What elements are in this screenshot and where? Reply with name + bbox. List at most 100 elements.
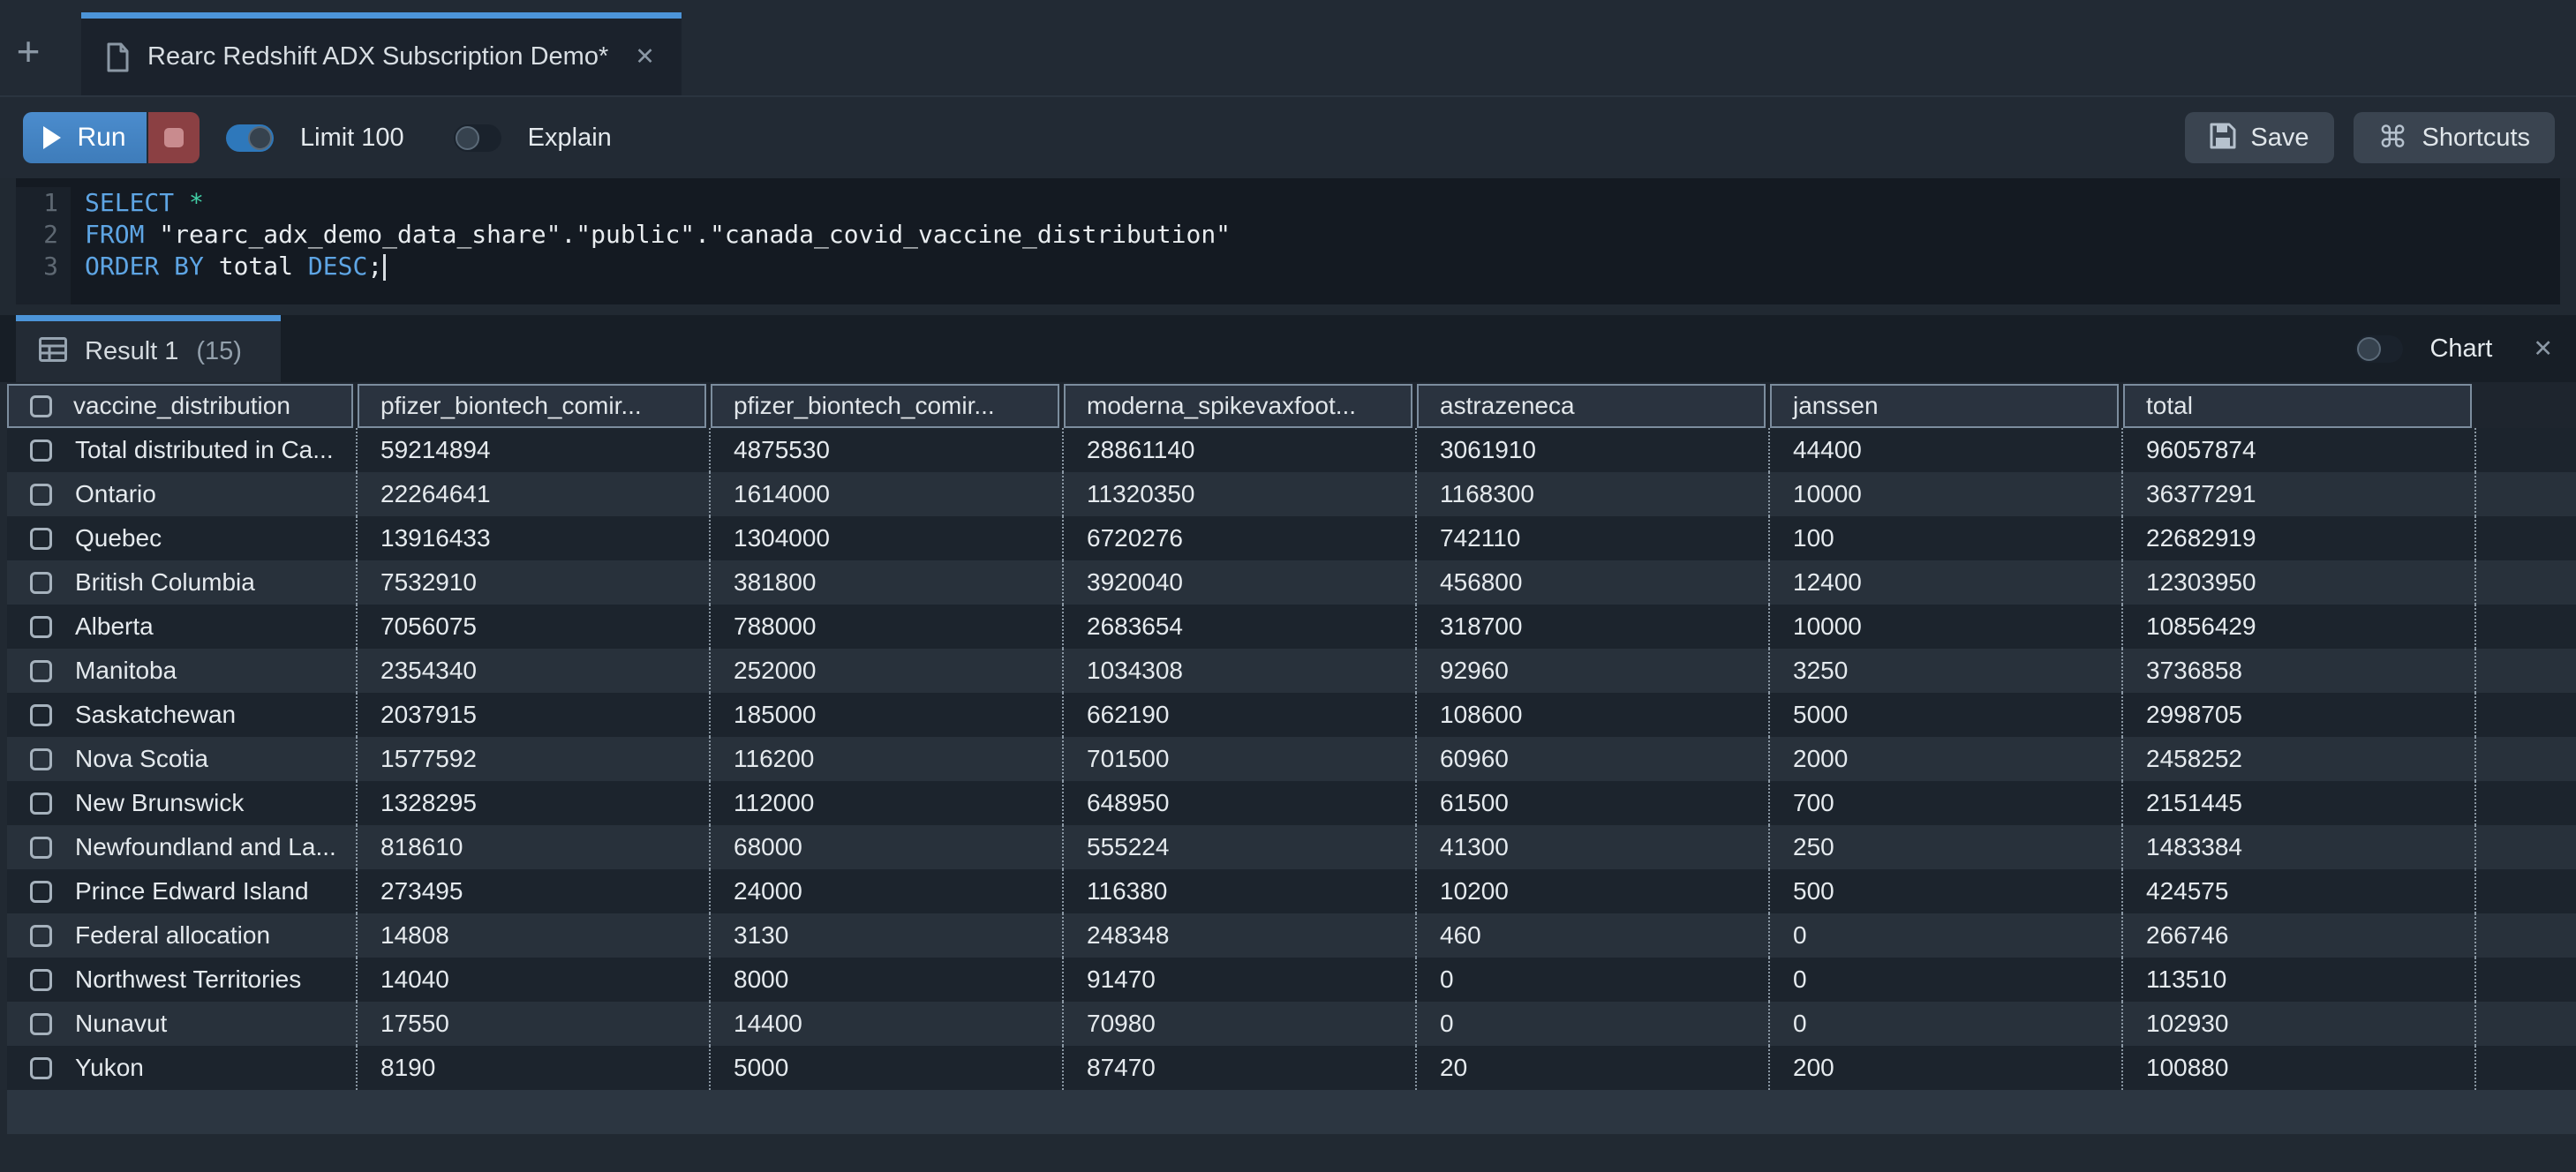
value-cell: 12400 (1770, 560, 2123, 605)
row-checkbox[interactable] (30, 748, 52, 770)
column-header: total (2123, 384, 2472, 428)
value-cell: 0 (1417, 1002, 1770, 1046)
value-cell: 116200 (711, 737, 1064, 781)
stop-button[interactable] (148, 112, 200, 163)
table-row[interactable]: Ontario 22264641 1614000 11320350 1168300 100… (7, 472, 2576, 516)
code-line[interactable]: SELECT * (85, 187, 1231, 219)
play-icon (43, 126, 62, 149)
value-cell: 2037915 (358, 693, 711, 737)
table-row[interactable]: Nunavut 17550 14400 70980 0 0 102930 (7, 1002, 2576, 1046)
tab-close-icon[interactable]: ✕ (635, 43, 655, 70)
row-checkbox[interactable] (30, 439, 52, 462)
value-cell: 2458252 (2123, 737, 2476, 781)
row-name: Saskatchewan (75, 701, 237, 728)
value-cell: 10000 (1770, 472, 2123, 516)
row-checkbox[interactable] (30, 880, 52, 903)
value-cell: 12303950 (2123, 560, 2476, 605)
explain-toggle[interactable] (453, 124, 501, 152)
code-segment-keyword: FROM (85, 220, 145, 249)
table-row[interactable]: Newfoundland and La... 818610 68000 555224 4… (7, 825, 2576, 869)
table-row[interactable]: British Columbia 7532910 381800 3920040 4568… (7, 560, 2576, 605)
value-cell: 3736858 (2123, 649, 2476, 693)
row-filler (2476, 693, 2576, 737)
value-cell: 318700 (1417, 605, 1770, 649)
value-cell: 3250 (1770, 649, 2123, 693)
row-name-cell: New Brunswick (7, 781, 358, 825)
row-name: Quebec (75, 524, 162, 552)
column-header-label: janssen (1793, 392, 1879, 419)
value-cell: 41300 (1417, 825, 1770, 869)
query-tab[interactable]: Rearc Redshift ADX Subscription Demo* ✕ (81, 12, 682, 95)
shortcuts-button[interactable]: ⌘ Shortcuts (2353, 112, 2555, 163)
row-name: New Brunswick (75, 789, 245, 816)
line-number-gutter: 1 2 3 (16, 187, 71, 304)
code-segment-plain: total (203, 252, 308, 281)
row-checkbox[interactable] (30, 1056, 52, 1079)
row-filler (2476, 1046, 2576, 1090)
code-line[interactable]: ORDER BY total DESC; (85, 251, 1231, 282)
value-cell: 0 (1417, 958, 1770, 1002)
row-checkbox[interactable] (30, 703, 52, 726)
value-cell: 1483384 (2123, 825, 2476, 869)
table-row[interactable]: Nova Scotia 1577592 116200 701500 60960 2000 2… (7, 737, 2576, 781)
save-button[interactable]: Save (2185, 112, 2334, 163)
value-cell: 112000 (711, 781, 1064, 825)
row-name-cell: Prince Edward Island (7, 869, 358, 913)
code-segment-plain: ; (367, 252, 383, 281)
sql-code-area[interactable]: SELECT * FROM "rearc_adx_demo_data_share"… (71, 187, 1231, 304)
row-checkbox[interactable] (30, 615, 52, 638)
row-checkbox[interactable] (30, 571, 52, 594)
value-cell: 7056075 (358, 605, 711, 649)
row-checkbox[interactable] (30, 659, 52, 682)
select-all-checkbox[interactable] (30, 394, 52, 417)
table-row[interactable]: Prince Edward Island 273495 24000 116380 102… (7, 869, 2576, 913)
table-row[interactable]: Total distributed in Ca... 59214894 487553… (7, 428, 2576, 472)
row-checkbox[interactable] (30, 1012, 52, 1035)
row-checkbox[interactable] (30, 483, 52, 506)
results-grid: vaccine_distribution pfizer_biontech_comi… (0, 382, 2576, 1134)
table-row[interactable]: New Brunswick 1328295 112000 648950 61500 700… (7, 781, 2576, 825)
table-row[interactable]: Federal allocation 14808 3130 248348 460 0 266… (7, 913, 2576, 958)
code-line[interactable]: FROM "rearc_adx_demo_data_share"."public… (85, 219, 1231, 251)
table-row[interactable]: Saskatchewan 2037915 185000 662190 108600 500… (7, 693, 2576, 737)
row-checkbox[interactable] (30, 968, 52, 991)
row-checkbox[interactable] (30, 527, 52, 550)
grid-footer-band (7, 1090, 2576, 1134)
limit-toggle[interactable] (226, 124, 274, 152)
command-icon: ⌘ (2377, 121, 2408, 154)
value-cell: 92960 (1417, 649, 1770, 693)
document-icon (106, 42, 130, 72)
table-row[interactable]: Northwest Territories 14040 8000 91470 0 0 113… (7, 958, 2576, 1002)
code-segment-keyword: DESC (307, 252, 368, 281)
result-tab-label: Result 1 (85, 337, 179, 365)
value-cell: 424575 (2123, 869, 2476, 913)
result-tab[interactable]: Result 1 (15) (16, 315, 281, 382)
value-cell: 91470 (1064, 958, 1417, 1002)
chart-toggle[interactable] (2355, 334, 2404, 363)
value-cell: 2998705 (2123, 693, 2476, 737)
value-cell: 10200 (1417, 869, 1770, 913)
value-cell: 3061910 (1417, 428, 1770, 472)
column-header-label: moderna_spikevaxfoot... (1087, 392, 1357, 419)
row-checkbox[interactable] (30, 924, 52, 947)
value-cell: 17550 (358, 1002, 711, 1046)
row-name-cell: Quebec (7, 516, 358, 560)
row-checkbox[interactable] (30, 792, 52, 815)
value-cell: 3920040 (1064, 560, 1417, 605)
results-close-icon[interactable]: ✕ (2533, 334, 2553, 362)
column-header: pfizer_biontech_comir... (358, 384, 706, 428)
row-name-cell: Nunavut (7, 1002, 358, 1046)
toggle-knob (248, 125, 272, 150)
table-row[interactable]: Quebec 13916433 1304000 6720276 742110 100 226… (7, 516, 2576, 560)
run-button[interactable]: Run (23, 112, 147, 163)
row-name: Newfoundland and La... (75, 833, 336, 860)
table-row[interactable]: Yukon 8190 5000 87470 20 200 100880 (7, 1046, 2576, 1090)
row-name: Prince Edward Island (75, 877, 309, 905)
table-row[interactable]: Alberta 7056075 788000 2683654 318700 10000 10… (7, 605, 2576, 649)
row-name: Federal allocation (75, 921, 271, 949)
row-checkbox[interactable] (30, 836, 52, 859)
value-cell: 1034308 (1064, 649, 1417, 693)
table-row[interactable]: Manitoba 2354340 252000 1034308 92960 3250 373… (7, 649, 2576, 693)
new-tab-button[interactable]: + (0, 0, 56, 95)
